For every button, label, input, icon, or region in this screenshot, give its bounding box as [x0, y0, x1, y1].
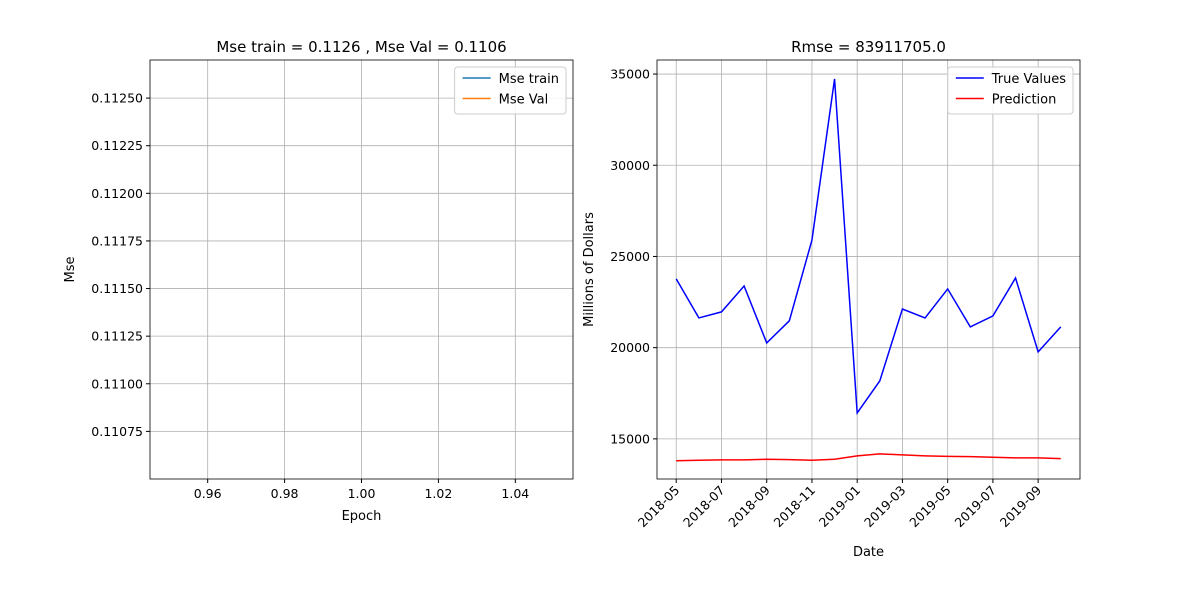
- chart-title: Mse train = 0.1126 , Mse Val = 0.1106: [216, 38, 506, 56]
- legend-label: True Values: [991, 72, 1066, 87]
- y-tick-label: 35000: [610, 67, 650, 82]
- x-axis-label: Epoch: [342, 509, 382, 524]
- legend: True Values Prediction: [947, 66, 1074, 115]
- y-tick-label: 25000: [610, 249, 650, 264]
- x-tick-label: 2018-05: [635, 483, 683, 531]
- x-tick-label: 1.02: [424, 486, 452, 501]
- x-tick-label: 2018-09: [725, 482, 773, 530]
- legend-label: Prediction: [992, 93, 1057, 108]
- x-tick-label: 2019-03: [861, 483, 909, 531]
- x-tick-label: 0.96: [194, 486, 222, 501]
- y-tick-label: 0.11100: [91, 376, 143, 391]
- y-tick-label: 15000: [610, 431, 650, 446]
- plot-frame: [656, 59, 1081, 480]
- y-axis-label: Millions of Dollars: [582, 212, 597, 327]
- y-tick-label: 0.11125: [91, 329, 143, 344]
- x-tick-label: 0.98: [271, 486, 299, 501]
- data-line: [676, 453, 1061, 462]
- x-tick-label: 1.00: [348, 486, 376, 501]
- y-tick-label: 0.11150: [91, 281, 143, 296]
- x-tick-label: 2019-07: [951, 483, 999, 531]
- legend: Mse train Mse Val: [454, 66, 567, 115]
- y-tick-label: 30000: [610, 158, 650, 173]
- y-tick-label: 20000: [610, 340, 650, 355]
- x-axis-label: Date: [853, 545, 884, 560]
- plot-frame: [149, 59, 574, 480]
- y-axis-label: Mse: [63, 257, 78, 283]
- x-tick-label: 2019-05: [906, 483, 954, 531]
- y-tick-label: 0.11075: [91, 424, 143, 439]
- chart-title: Rmse = 83911705.0: [791, 38, 946, 56]
- y-tick-label: 0.11250: [91, 91, 143, 106]
- x-tick-label: 2019-09: [997, 482, 1045, 530]
- x-tick-label: 2018-07: [680, 483, 728, 531]
- legend-label: Mse train: [499, 72, 559, 87]
- y-tick-label: 0.11175: [91, 233, 143, 248]
- data-line: [675, 78, 1062, 416]
- legend-label: Mse Val: [499, 93, 549, 108]
- y-tick-label: 0.11225: [91, 138, 143, 153]
- x-tick-label: 2019-01: [816, 483, 864, 531]
- x-tick-label: 2018-11: [771, 483, 819, 531]
- y-tick-label: 0.11200: [91, 186, 143, 201]
- x-tick-label: 1.04: [501, 486, 529, 501]
